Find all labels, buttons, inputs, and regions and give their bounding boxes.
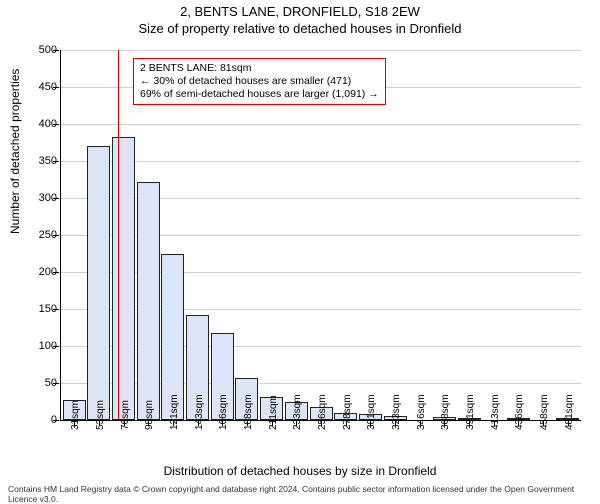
x-tick-label: 413sqm <box>490 394 501 430</box>
x-tick-label: 391sqm <box>465 394 476 430</box>
x-tick-label: 346sqm <box>416 394 427 430</box>
gridline <box>61 161 581 162</box>
x-tick-label: 98sqm <box>144 400 155 430</box>
x-tick-label: 458sqm <box>539 394 550 430</box>
x-axis-title: Distribution of detached houses by size … <box>0 464 600 478</box>
x-tick-label: 76sqm <box>120 400 131 430</box>
y-tick-label: 450 <box>17 81 57 93</box>
y-tick-label: 200 <box>17 266 57 278</box>
annotation-box: 2 BENTS LANE: 81sqm← 30% of detached hou… <box>133 58 386 105</box>
marker-line <box>118 50 119 420</box>
bar <box>112 137 135 420</box>
title-sub: Size of property relative to detached ho… <box>0 21 600 36</box>
x-tick-label: 481sqm <box>564 394 575 430</box>
x-tick-label: 166sqm <box>218 394 229 430</box>
y-tick-label: 250 <box>17 229 57 241</box>
annotation-line: ← 30% of detached houses are smaller (47… <box>140 75 379 88</box>
x-tick-label: 211sqm <box>268 395 279 430</box>
x-tick-label: 278sqm <box>342 394 353 430</box>
x-tick-label: 301sqm <box>366 394 377 430</box>
y-tick-label: 0 <box>17 414 57 426</box>
y-axis-title: Number of detached properties <box>8 69 22 234</box>
y-tick-label: 150 <box>17 303 57 315</box>
x-tick-label: 188sqm <box>243 394 254 430</box>
chart-area: 05010015020025030035040045050031sqm53sqm… <box>60 50 580 420</box>
y-tick-label: 50 <box>17 377 57 389</box>
bar <box>137 182 160 420</box>
x-tick-label: 143sqm <box>194 394 205 430</box>
annotation-line: 69% of semi-detached houses are larger (… <box>140 88 379 101</box>
y-tick-label: 500 <box>17 44 57 56</box>
x-tick-label: 368sqm <box>440 394 451 430</box>
y-tick-label: 300 <box>17 192 57 204</box>
bar <box>87 146 110 420</box>
x-tick-label: 256sqm <box>317 394 328 430</box>
x-tick-label: 233sqm <box>292 394 303 430</box>
chart-container: 2, BENTS LANE, DRONFIELD, S18 2EW Size o… <box>0 4 600 504</box>
plot-area: 05010015020025030035040045050031sqm53sqm… <box>60 50 581 421</box>
y-tick-label: 400 <box>17 118 57 130</box>
gridline <box>61 124 581 125</box>
x-tick-label: 31sqm <box>70 400 81 430</box>
annotation-line: 2 BENTS LANE: 81sqm <box>140 62 379 75</box>
footer-text: Contains HM Land Registry data © Crown c… <box>8 484 592 504</box>
y-tick-label: 100 <box>17 340 57 352</box>
gridline <box>61 50 581 51</box>
x-tick-label: 121sqm <box>169 394 180 430</box>
x-tick-label: 436sqm <box>514 394 525 430</box>
x-tick-label: 323sqm <box>391 394 402 430</box>
x-tick-label: 53sqm <box>95 400 106 430</box>
y-tick-label: 350 <box>17 155 57 167</box>
title-main: 2, BENTS LANE, DRONFIELD, S18 2EW <box>0 4 600 19</box>
